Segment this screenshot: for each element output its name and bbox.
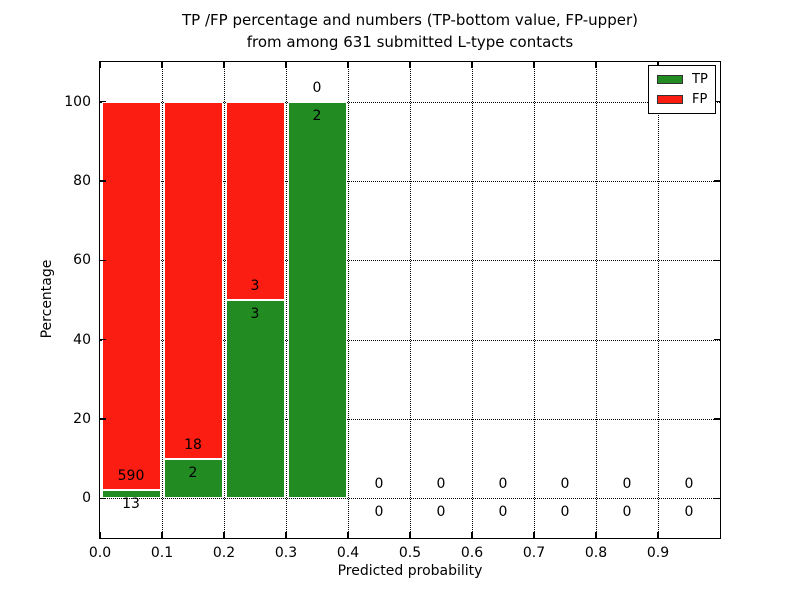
y-axis-tick	[714, 497, 720, 499]
x-tick-label: 0.2	[212, 545, 236, 561]
y-tick-label: 80	[73, 173, 91, 189]
y-axis-tick	[100, 339, 106, 341]
x-tick-label: 0.0	[88, 545, 112, 561]
x-axis-tick	[99, 532, 101, 538]
chart-title-line1: TP /FP percentage and numbers (TP-bottom…	[182, 11, 638, 29]
fp-count-label: 0	[622, 476, 632, 493]
y-axis-tick	[100, 101, 106, 103]
tp-bar-segment	[225, 300, 285, 499]
tp-bar-segment	[163, 458, 223, 499]
x-tick-label: 0.9	[646, 545, 670, 561]
y-axis-tick	[714, 418, 720, 420]
y-tick-label: 60	[73, 252, 91, 269]
y-axis-tick	[100, 259, 106, 261]
tp-count-label: 3	[250, 305, 260, 322]
chart-title: TP /FP percentage and numbers (TP-bottom…	[99, 9, 721, 53]
fp-count-label: 0	[436, 476, 446, 493]
x-axis-tick	[533, 62, 535, 68]
x-axis-tick	[161, 62, 163, 68]
y-axis-tick	[714, 259, 720, 261]
gridline-vertical	[596, 62, 597, 538]
x-tick-label: 0.3	[274, 545, 298, 561]
y-tick-label: 20	[73, 411, 91, 427]
x-axis-tick	[471, 532, 473, 538]
gridline-vertical	[534, 62, 535, 538]
y-tick-label: 40	[73, 331, 91, 348]
fp-bar-segment	[225, 101, 285, 300]
x-axis-tick	[223, 62, 225, 68]
x-tick-label: 0.6	[460, 545, 484, 561]
x-axis-tick	[533, 532, 535, 538]
tp-bar-segment	[101, 489, 161, 499]
y-axis-label: Percentage	[39, 259, 55, 339]
gridline-vertical	[162, 62, 163, 538]
x-axis-tick	[595, 62, 597, 68]
fp-bar-segment	[101, 101, 161, 490]
x-tick-label: 0.4	[336, 545, 360, 561]
legend-item-fp: FP	[657, 93, 707, 106]
fp-count-label: 3	[250, 278, 260, 295]
fp-count-label: 0	[312, 79, 322, 96]
tp-count-label: 13	[122, 495, 140, 512]
x-axis-tick	[409, 62, 411, 68]
gridline-vertical	[224, 62, 225, 538]
y-axis-tick	[714, 339, 720, 341]
gridline-vertical	[286, 62, 287, 538]
fp-count-label: 590	[117, 467, 145, 484]
tp-count-label: 2	[188, 464, 198, 481]
tp-legend-label: TP	[692, 72, 708, 87]
y-axis-tick	[100, 497, 106, 499]
x-axis-tick	[99, 62, 101, 68]
x-axis-tick	[347, 62, 349, 68]
x-axis-tick	[285, 532, 287, 538]
tp-count-label: 2	[312, 107, 322, 124]
tp-count-label: 0	[436, 504, 446, 521]
fp-count-label: 0	[684, 476, 694, 493]
x-axis-tick	[223, 532, 225, 538]
legend: TP FP	[648, 65, 716, 114]
fp-count-label: 0	[374, 476, 384, 493]
gridline-vertical	[472, 62, 473, 538]
y-axis-tick	[100, 180, 106, 182]
x-axis-tick	[347, 532, 349, 538]
legend-item-tp: TP	[657, 72, 708, 87]
x-axis-tick	[471, 62, 473, 68]
fp-count-label: 18	[184, 436, 202, 453]
tp-legend-swatch	[657, 75, 683, 84]
x-tick-label: 0.7	[522, 545, 546, 561]
y-tick-label: 0	[82, 490, 91, 507]
x-tick-label: 0.1	[150, 545, 174, 561]
tp-bar-segment	[287, 101, 347, 499]
x-axis-tick	[285, 62, 287, 68]
tp-count-label: 0	[684, 504, 694, 521]
x-axis-label: Predicted probability	[337, 563, 483, 579]
x-axis-tick	[657, 532, 659, 538]
y-axis-tick	[714, 180, 720, 182]
fp-count-label: 0	[498, 476, 508, 493]
gridline-vertical	[410, 62, 411, 538]
tp-count-label: 0	[374, 504, 384, 521]
fp-bar-segment	[163, 101, 223, 459]
y-axis-tick	[714, 101, 720, 103]
tp-count-label: 0	[498, 504, 508, 521]
chart-title-line2: from among 631 submitted L-type contacts	[246, 33, 574, 51]
y-tick-label: 100	[64, 93, 91, 110]
gridline-vertical	[348, 62, 349, 538]
tp-count-label: 0	[560, 504, 570, 521]
y-axis-tick	[100, 418, 106, 420]
x-tick-label: 0.5	[398, 545, 422, 561]
x-axis-tick	[161, 532, 163, 538]
x-tick-label: 0.8	[584, 545, 608, 561]
fp-legend-swatch	[657, 95, 683, 104]
x-axis-tick	[595, 532, 597, 538]
gridline-vertical	[658, 62, 659, 538]
fp-legend-label: FP	[692, 92, 708, 107]
tp-count-label: 0	[622, 504, 632, 521]
x-axis-tick	[409, 532, 411, 538]
fp-count-label: 0	[560, 476, 570, 493]
plot-area: TP FP 590 13 18 2 3 3 0 2 0 0 0 0 0 0 0 0 0 0 0 0 0.0 0.1 0.2 0…	[64, 61, 721, 561]
